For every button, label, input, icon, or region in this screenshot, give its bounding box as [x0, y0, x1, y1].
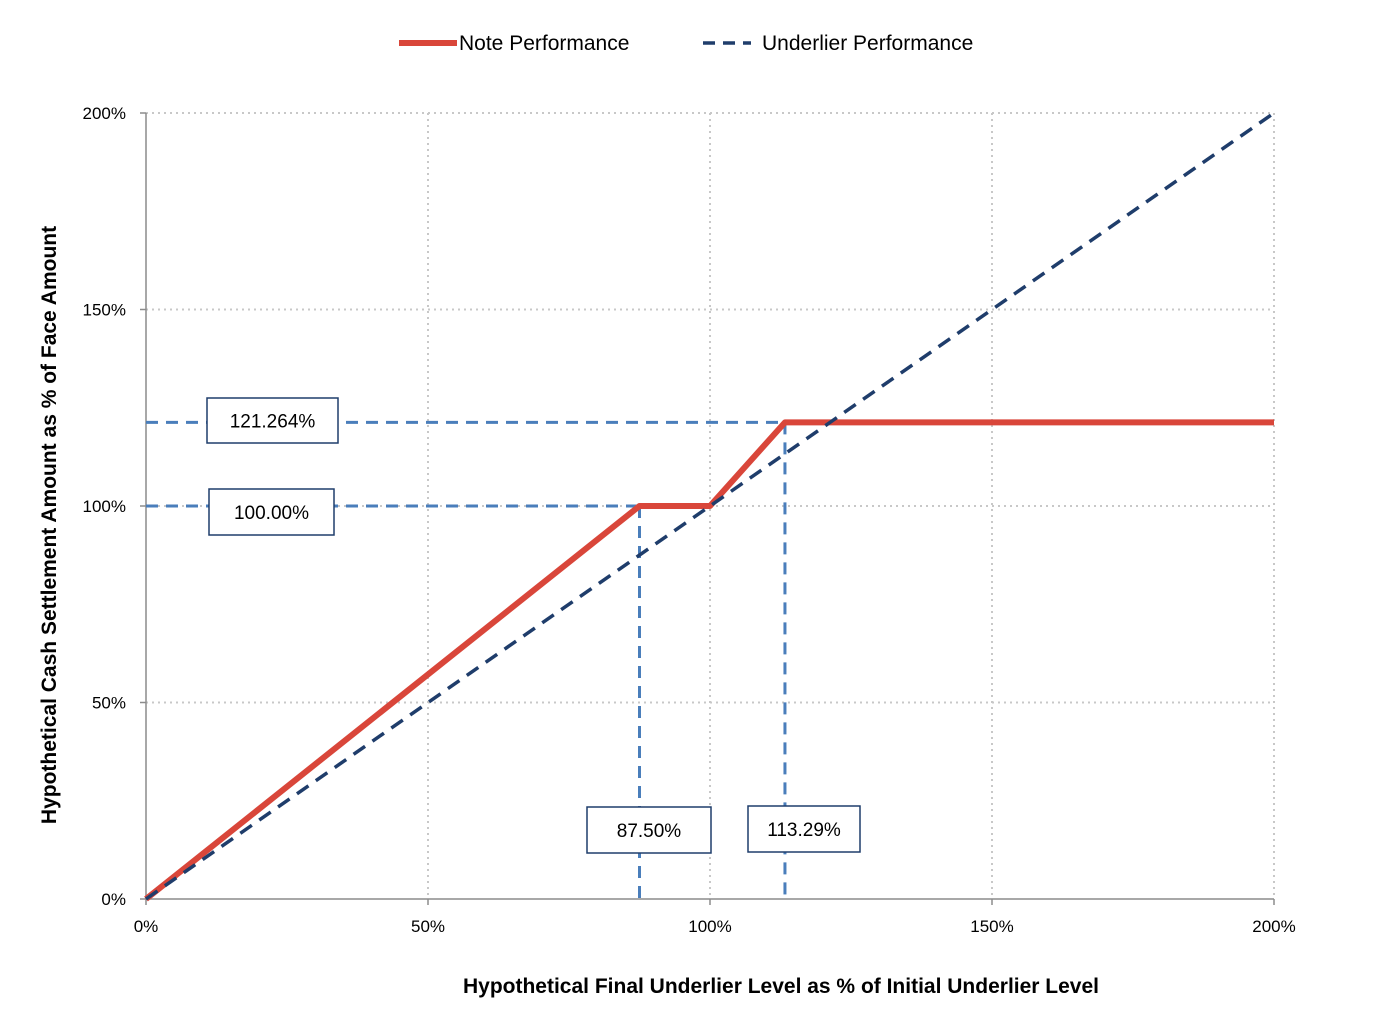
note-performance-line [144, 419, 1274, 902]
y-tick-label: 150% [83, 301, 126, 320]
value-callout-box [206, 397, 339, 444]
legend-label: Underlier Performance [762, 32, 973, 55]
legend-label: Note Performance [459, 32, 629, 55]
value-callout: 113.29% [747, 805, 861, 853]
value-callout-label: 100.00% [234, 503, 309, 524]
value-callouts: 121.264% 100.00% 87.50% 113.29% [206, 397, 861, 854]
value-callout: 100.00% [208, 488, 335, 536]
x-tick-label: 0% [134, 917, 159, 936]
x-tick-label: 200% [1252, 917, 1295, 936]
value-callout-box [586, 806, 712, 854]
x-axis-title: Hypothetical Final Underlier Level as % … [463, 975, 1099, 998]
y-tick-label: 200% [83, 104, 126, 123]
value-callout: 121.264% [206, 397, 339, 444]
series [144, 111, 1276, 902]
y-axis-title: Hypothetical Cash Settlement Amount as %… [38, 226, 61, 824]
x-tick-label: 100% [688, 917, 731, 936]
y-tick-label: 0% [101, 890, 126, 909]
legend: Note Performance Underlier Performance [399, 32, 973, 55]
value-callout-label: 121.264% [230, 412, 316, 433]
value-callout-label: 113.29% [767, 820, 841, 841]
value-callout-box [208, 488, 335, 536]
value-callout: 87.50% [586, 806, 712, 854]
tick-labels: 0% 50% 100% 150% 200% 0% 50% 100% 150% 200% [83, 104, 1296, 936]
x-tick-label: 150% [970, 917, 1013, 936]
y-tick-label: 50% [92, 694, 126, 713]
value-callout-label: 87.50% [617, 821, 682, 842]
value-callout-box [747, 805, 861, 853]
x-tick-label: 50% [411, 917, 445, 936]
y-tick-label: 100% [83, 497, 126, 516]
